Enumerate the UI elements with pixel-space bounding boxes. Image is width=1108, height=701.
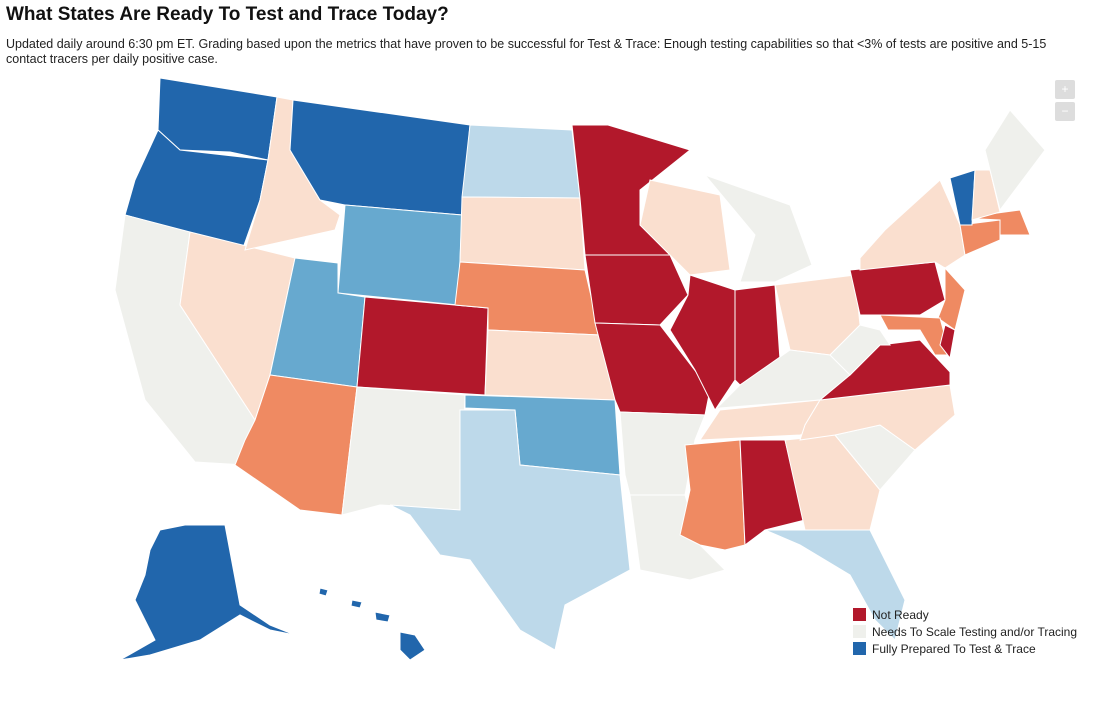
legend-label: Not Ready [872, 607, 929, 622]
state[interactable] [937, 266, 966, 331]
legend-swatch [853, 625, 866, 638]
state[interactable] [374, 611, 391, 623]
state[interactable] [484, 329, 616, 401]
state[interactable] [584, 254, 689, 326]
legend-item: Not Ready [853, 606, 1077, 623]
state[interactable] [859, 179, 966, 271]
subtitle: Updated daily around 6:30 pm ET. Grading… [6, 37, 1047, 66]
legend-item: Needs To Scale Testing and/or Tracing [853, 623, 1077, 640]
legend-label: Fully Prepared To Test & Trace [872, 641, 1036, 656]
state[interactable] [739, 439, 806, 546]
state[interactable] [679, 439, 746, 551]
state[interactable] [459, 196, 586, 271]
legend-swatch [853, 642, 866, 655]
legend-swatch [853, 608, 866, 621]
states [114, 77, 1046, 661]
state[interactable] [350, 599, 363, 609]
state[interactable] [984, 109, 1046, 212]
state[interactable] [799, 384, 956, 451]
state[interactable] [959, 219, 1001, 256]
state[interactable] [337, 204, 463, 306]
state[interactable] [629, 494, 726, 581]
state[interactable] [318, 587, 329, 597]
legend-label: Needs To Scale Testing and/or Tracing [872, 624, 1078, 639]
state[interactable] [829, 324, 891, 376]
state[interactable] [461, 124, 581, 199]
zoom-out[interactable]: − [1055, 102, 1075, 121]
state[interactable] [356, 296, 489, 396]
title: What States Are Ready To Test and Trace … [6, 4, 449, 25]
state[interactable] [119, 524, 296, 661]
state[interactable] [971, 169, 1001, 221]
state[interactable] [764, 529, 906, 641]
state[interactable] [949, 169, 976, 226]
state[interactable] [399, 631, 426, 661]
state[interactable] [124, 129, 269, 249]
legend-item: Fully Prepared To Test & Trace [853, 640, 1077, 657]
state[interactable] [703, 173, 813, 283]
state[interactable] [389, 409, 631, 651]
legend: Not Ready Needs To Scale Testing and/or T… [853, 606, 1077, 657]
zoom-in[interactable]: + [1055, 80, 1075, 99]
state[interactable] [879, 314, 951, 356]
state[interactable] [939, 324, 956, 360]
state[interactable] [341, 386, 466, 516]
